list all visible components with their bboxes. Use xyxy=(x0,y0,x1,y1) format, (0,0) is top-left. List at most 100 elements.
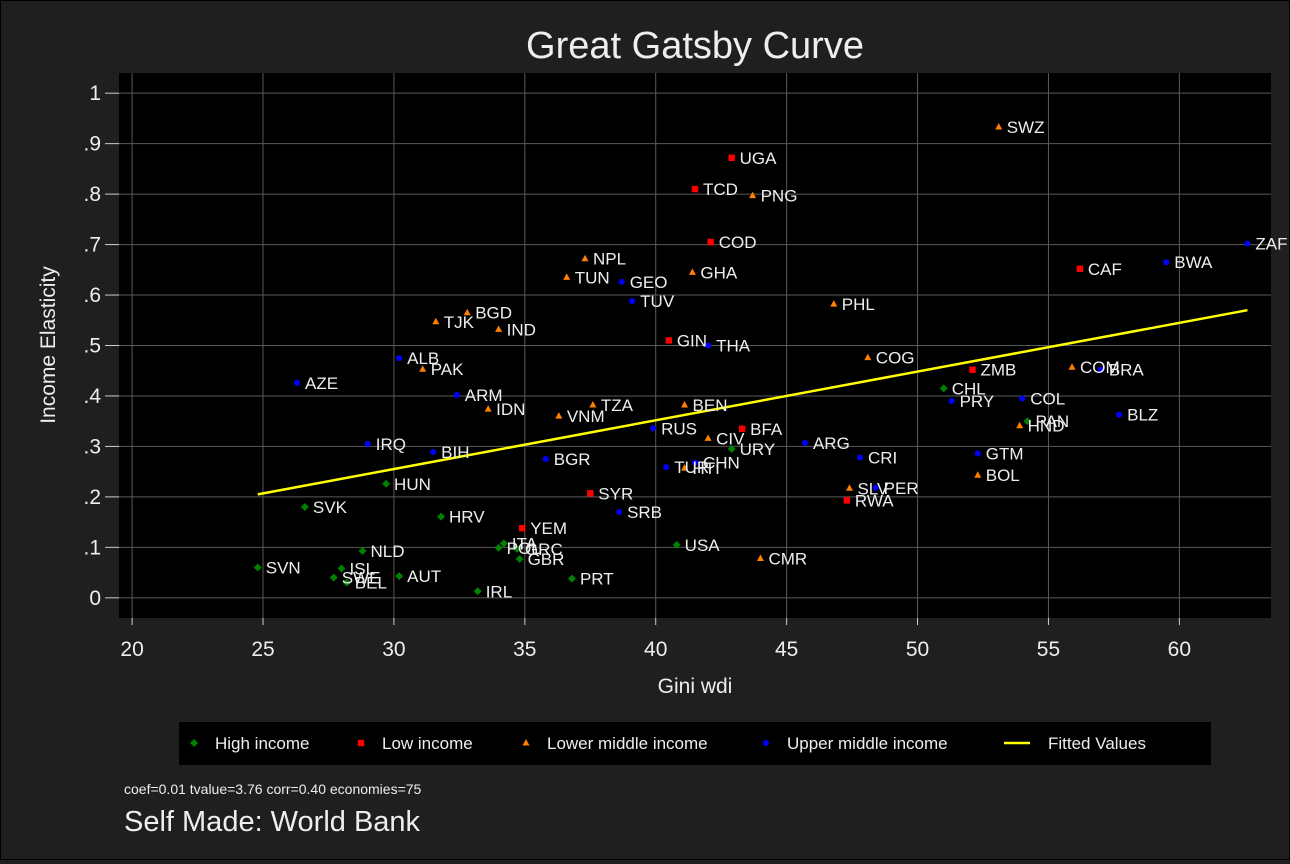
point-label-ury: URY xyxy=(740,440,776,459)
y-tick-label: .2 xyxy=(83,486,101,509)
x-tick-label: 55 xyxy=(1037,638,1060,661)
lower-middle-income-point-npl xyxy=(581,254,589,262)
point-label-bgr: BGR xyxy=(554,450,591,469)
point-label-per: PER xyxy=(884,479,919,498)
legend-label-fitted-values: Fitted Values xyxy=(1048,734,1146,753)
point-label-hun: HUN xyxy=(394,475,431,494)
high-income-point-svk xyxy=(300,502,309,511)
point-label-tur: TUR xyxy=(674,458,709,477)
point-label-aut: AUT xyxy=(407,567,441,586)
point-label-hrv: HRV xyxy=(449,508,485,527)
y-tick-label: .8 xyxy=(83,183,101,206)
lower-middle-income-point-cog xyxy=(864,353,872,361)
lower-middle-income-point-tza xyxy=(589,401,597,408)
y-tick-label: .4 xyxy=(83,385,101,408)
point-label-isl: ISL xyxy=(350,560,376,579)
chart-title: Great Gatsby Curve xyxy=(526,25,864,67)
high-income-point-prt xyxy=(567,574,576,583)
lower-middle-income-point-hnd xyxy=(1016,421,1024,429)
point-label-vnm: VNM xyxy=(567,407,605,426)
lower-middle-income-point-civ xyxy=(704,434,712,441)
point-label-arm: ARM xyxy=(465,386,503,405)
point-label-grc: GRC xyxy=(525,540,563,559)
fitted-values-line xyxy=(257,308,1248,496)
high-income-point-ita xyxy=(499,539,508,548)
x-tick-label: 45 xyxy=(775,638,798,661)
upper-middle-income-point-bih xyxy=(430,448,437,455)
upper-middle-income-point-alb xyxy=(396,355,403,362)
low-income-point-syr xyxy=(587,490,594,497)
point-label-caf: CAF xyxy=(1088,260,1122,279)
high-income-point-pan xyxy=(1023,417,1032,426)
grid-lines xyxy=(119,73,1271,618)
x-tick-label: 50 xyxy=(906,638,929,661)
point-label-usa: USA xyxy=(685,536,721,555)
point-label-geo: GEO xyxy=(630,273,668,292)
y-tick-label: .3 xyxy=(83,435,101,458)
lower-middle-income-point-swz xyxy=(995,122,1003,130)
point-label-svn: SVN xyxy=(266,559,301,578)
point-label-yem: YEM xyxy=(530,519,567,538)
lower-middle-income-point-bol xyxy=(974,471,982,478)
point-label-syr: SYR xyxy=(598,484,633,503)
y-axis-title: Income Elasticity xyxy=(37,266,60,424)
low-income-point-bfa xyxy=(738,425,746,432)
point-label-rus: RUS xyxy=(661,419,697,438)
legend-label-lower-middle-income: Lower middle income xyxy=(547,734,708,753)
point-label-cod: COD xyxy=(719,233,757,252)
point-label-com: COM xyxy=(1080,358,1120,377)
upper-middle-income-point-chn xyxy=(692,459,698,466)
x-axis-title: Gini wdi xyxy=(658,675,733,698)
low-income-point-tcd xyxy=(691,185,699,193)
point-label-phl: PHL xyxy=(842,295,875,314)
y-tick-label: .5 xyxy=(83,335,101,358)
legend-swatch-upper-middle-income xyxy=(763,740,769,746)
point-label-bel: BEL xyxy=(355,574,387,593)
upper-middle-income-point-gtm xyxy=(974,450,981,457)
lower-middle-income-point-tjk xyxy=(432,317,440,325)
point-label-bra: BRA xyxy=(1109,361,1145,380)
point-label-cri: CRI xyxy=(868,449,897,468)
axes: 20 25 30 35 40 45 50 55 60 0 .1 .2 .3 .4 .5 .6 .7 .8 .9 1 xyxy=(83,82,1191,661)
upper-middle-income-point-zaf xyxy=(1244,240,1251,247)
point-label-slv: SLV xyxy=(857,479,889,498)
legend-label-upper-middle-income: Upper middle income xyxy=(787,734,948,753)
point-label-uga: UGA xyxy=(740,149,778,168)
low-income-point-zmb xyxy=(969,366,976,373)
y-tick-label: .6 xyxy=(83,284,101,307)
point-label-bgd: BGD xyxy=(475,304,512,323)
point-label-idn: IDN xyxy=(496,400,525,419)
low-income-point-gin xyxy=(665,337,673,344)
low-income-point-cod xyxy=(707,238,714,246)
upper-middle-income-point-cri xyxy=(856,454,863,461)
legend-label-low-income: Low income xyxy=(382,734,473,753)
point-label-irq: IRQ xyxy=(376,435,406,454)
upper-middle-income-point-arg xyxy=(801,439,808,446)
point-label-col: COL xyxy=(1030,389,1065,408)
y-tick-label: 0 xyxy=(89,587,101,610)
upper-middle-income-point-aze xyxy=(294,379,301,386)
point-label-npl: NPL xyxy=(593,250,626,269)
lower-middle-income-point-idn xyxy=(484,405,492,412)
point-label-swz: SWZ xyxy=(1007,118,1045,137)
point-label-tza: TZA xyxy=(601,396,634,415)
high-income-point-nld xyxy=(358,546,367,555)
point-label-zmb: ZMB xyxy=(981,361,1017,380)
lower-middle-income-point-cmr xyxy=(756,554,764,561)
lower-middle-income-point-vnm xyxy=(555,412,563,419)
point-label-ita: ITA xyxy=(512,534,538,553)
x-tick-label: 35 xyxy=(513,638,536,661)
high-income-point-usa xyxy=(672,540,681,549)
upper-middle-income-point-bra xyxy=(1097,366,1104,373)
point-label-bol: BOL xyxy=(986,466,1020,485)
point-label-pry: PRY xyxy=(960,392,995,411)
point-label-civ: CIV xyxy=(716,429,745,448)
lower-middle-income-point-png xyxy=(749,191,757,199)
low-income-point-uga xyxy=(728,154,735,161)
upper-middle-income-point-arm xyxy=(453,391,460,398)
x-tick-label: 30 xyxy=(382,638,405,661)
legend-box xyxy=(179,722,1211,765)
point-label-gin: GIN xyxy=(677,331,707,350)
